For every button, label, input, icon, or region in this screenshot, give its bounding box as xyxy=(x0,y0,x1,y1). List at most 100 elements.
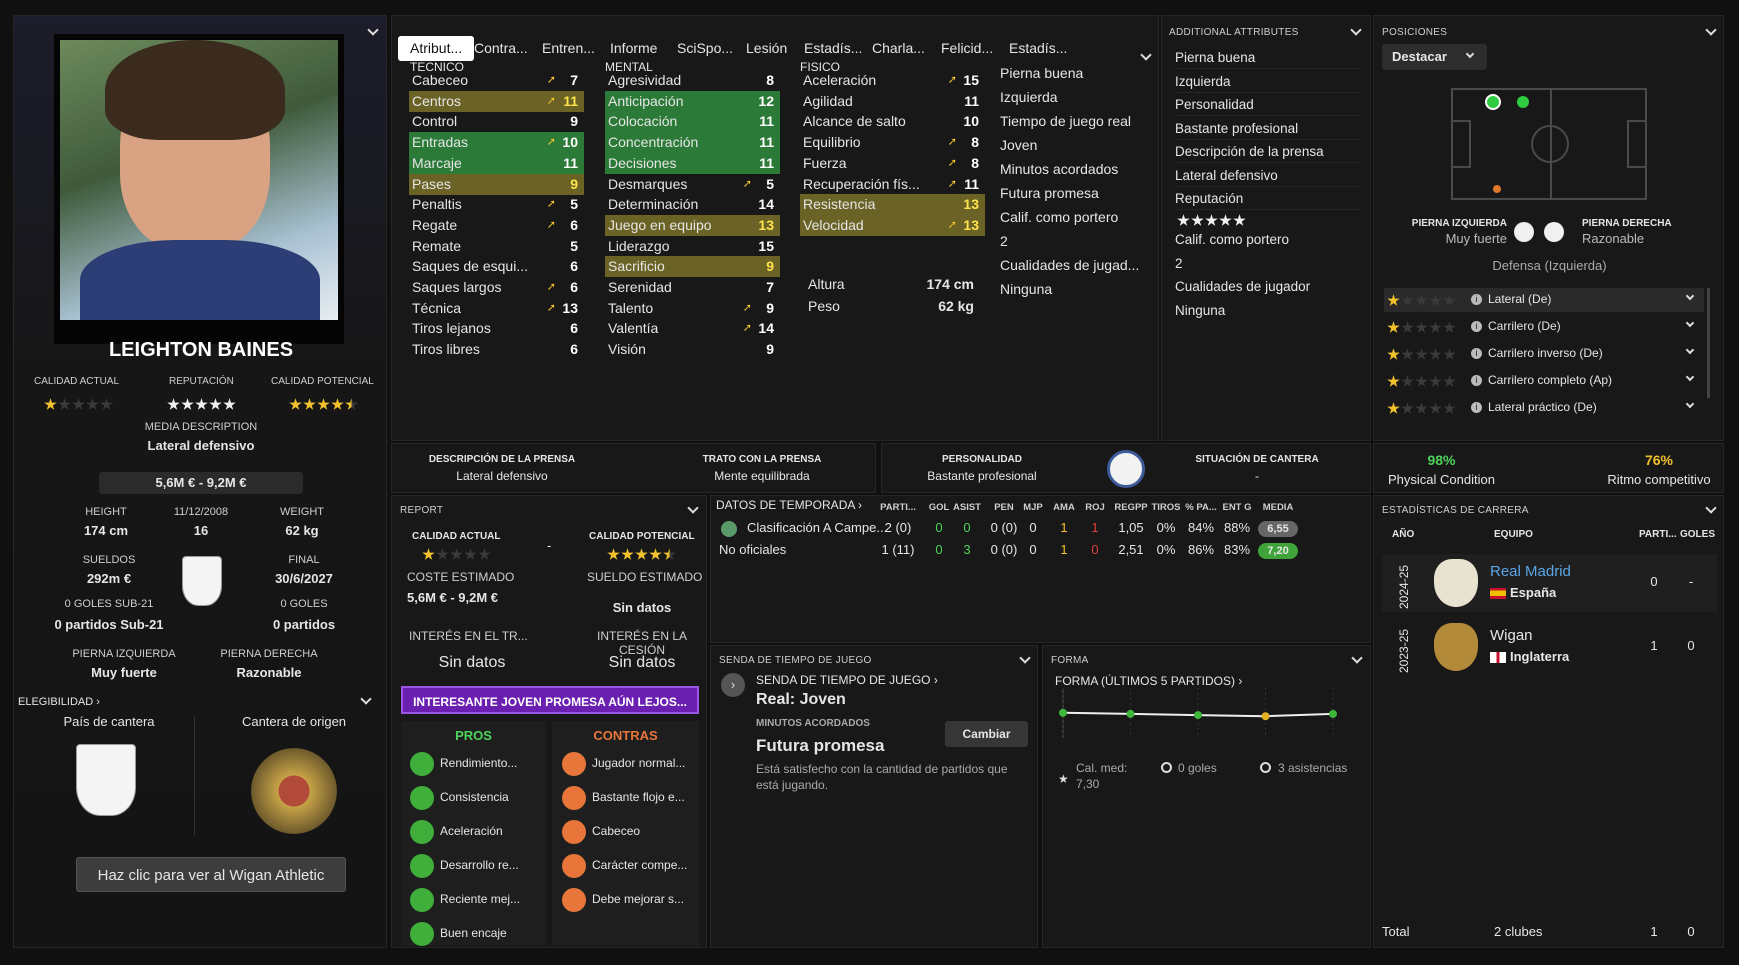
tab-7[interactable]: Charla... xyxy=(872,40,925,56)
attribute-row: Tiros lejanos 6 xyxy=(409,318,584,339)
season-cell: 3 xyxy=(963,542,971,557)
attribute-name: Velocidad xyxy=(803,216,864,233)
pro-item: Rendimiento... xyxy=(440,756,518,770)
chevron-down-icon[interactable] xyxy=(687,502,699,514)
tab-2[interactable]: Entren... xyxy=(542,40,595,56)
assist-icon xyxy=(1260,762,1271,773)
media-desc: Lateral defensivo xyxy=(147,438,255,453)
cambiar-button[interactable]: Cambiar xyxy=(945,721,1028,747)
ca-stars xyxy=(44,396,114,411)
tab-9[interactable]: Estadís... xyxy=(1009,40,1068,56)
tab-8[interactable]: Felicid... xyxy=(941,40,994,56)
chevron-down-icon[interactable] xyxy=(367,24,379,36)
position-dot[interactable] xyxy=(1517,96,1529,108)
chevron-down-icon[interactable] xyxy=(1685,372,1695,382)
side-info-item: 2 xyxy=(1000,233,1008,249)
chevron-down-icon[interactable] xyxy=(1685,345,1695,355)
info-icon[interactable]: i xyxy=(1471,321,1482,332)
info-icon[interactable]: i xyxy=(1471,294,1482,305)
chevron-down-icon[interactable] xyxy=(1685,291,1695,301)
tab-4[interactable]: SciSpo... xyxy=(677,40,734,56)
pros-title: PROS xyxy=(455,728,492,743)
attribute-name: Sacrificio xyxy=(608,258,665,275)
press-trato-label: TRATO CON LA PRENSA xyxy=(702,454,822,465)
season-competition: Clasificación A Campe... xyxy=(747,520,888,535)
career-goals: - xyxy=(1688,574,1694,589)
career-team[interactable]: Real Madrid xyxy=(1490,563,1571,580)
side-info-item: Joven xyxy=(1000,137,1038,153)
contract-end-value: 30/6/2027 xyxy=(275,571,333,586)
info-icon[interactable]: i xyxy=(1471,402,1482,413)
chevron-down-icon[interactable] xyxy=(1351,652,1363,664)
role-row[interactable]: i Carrilero inverso (De) xyxy=(1384,342,1704,366)
role-row[interactable]: i Carrilero (De) xyxy=(1384,315,1704,339)
tab-0[interactable]: Atribut... xyxy=(398,36,475,61)
altura-value: 174 cm xyxy=(926,276,974,292)
chevron-down-icon[interactable] xyxy=(1705,502,1717,514)
club-crest[interactable] xyxy=(1434,559,1478,607)
role-row[interactable]: i Lateral práctico (De) xyxy=(1384,396,1704,420)
additional-item: Calif. como portero xyxy=(1175,232,1290,247)
tab-5[interactable]: Lesión xyxy=(746,40,788,56)
form-point[interactable] xyxy=(1059,708,1067,717)
info-icon[interactable]: i xyxy=(1471,348,1482,359)
chevron-down-icon[interactable] xyxy=(1019,652,1031,664)
forma-link[interactable]: FORMA (ÚLTIMOS 5 PARTIDOS) › xyxy=(1055,674,1243,688)
career-row[interactable]: 2024-25 Real Madrid España 0 - xyxy=(1382,554,1717,612)
attribute-name: Cabeceo xyxy=(412,72,469,88)
additional-item: Reputación xyxy=(1175,191,1360,210)
scrollbar[interactable] xyxy=(1707,288,1710,398)
england-crest-large[interactable] xyxy=(76,744,136,816)
wigan-crest[interactable] xyxy=(251,748,337,834)
season-cell: 83% xyxy=(1223,542,1251,557)
chevron-down-icon[interactable] xyxy=(1140,49,1152,61)
u21-goals: 0 GOLES SUB-21 xyxy=(64,598,154,610)
arrow-right-icon[interactable]: › xyxy=(721,673,745,697)
trend-up-icon: ➚ xyxy=(947,218,957,231)
position-dot-weak[interactable] xyxy=(1493,185,1501,193)
senda-min-label: MINUTOS ACORDADOS xyxy=(756,718,870,729)
trend-up-icon: ➚ xyxy=(742,322,752,335)
physical-label: Physical Condition xyxy=(1388,472,1495,487)
highlight-dropdown[interactable]: Destacar xyxy=(1382,44,1487,70)
chevron-down-icon[interactable] xyxy=(1685,399,1695,409)
season-col-header: PEN xyxy=(994,502,1014,513)
promise-banner[interactable]: INTERESANTE JOVEN PROMESA AÚN LEJOS... xyxy=(401,686,699,714)
role-row[interactable]: i Lateral (De) xyxy=(1384,288,1704,312)
trend-up-icon: ➚ xyxy=(947,156,957,169)
report-panel: REPORT CALIDAD ACTUAL - CALIDAD POTENCIA… xyxy=(391,495,707,948)
role-row[interactable]: i Carrilero completo (Ap) xyxy=(1384,369,1704,393)
attribute-row: Penaltis ➚ 5 xyxy=(409,194,584,215)
tab-3[interactable]: Informe xyxy=(610,40,658,56)
attribute-value: 10 xyxy=(562,134,578,151)
chevron-down-icon[interactable] xyxy=(1685,318,1695,328)
tab-1[interactable]: Contra... xyxy=(474,40,528,56)
eligibility-link[interactable]: ELEGIBILIDAD › xyxy=(18,696,100,708)
career-row[interactable]: 2023-25 Wigan Inglaterra 1 0 xyxy=(1382,618,1717,676)
total-label: Total xyxy=(1382,924,1410,939)
form-point[interactable] xyxy=(1194,711,1202,720)
career-title: ESTADÍSTICAS DE CARRERA xyxy=(1382,505,1529,516)
forma-title: FORMA xyxy=(1051,655,1089,666)
club-crest[interactable] xyxy=(1434,623,1478,671)
trend-up-icon: ➚ xyxy=(546,218,556,231)
info-icon[interactable]: i xyxy=(1471,375,1482,386)
chevron-down-icon[interactable] xyxy=(360,693,372,705)
career-team[interactable]: Wigan xyxy=(1490,627,1533,644)
position-dot-primary[interactable] xyxy=(1485,94,1501,110)
form-point[interactable] xyxy=(1261,712,1270,721)
attribute-name: Juego en equipo xyxy=(608,216,712,233)
attribute-value: 15 xyxy=(758,237,774,254)
senda-link[interactable]: SENDA DE TIEMPO DE JUEGO › xyxy=(756,673,938,687)
tab-6[interactable]: Estadís... xyxy=(804,40,863,56)
press-trato: Mente equilibrada xyxy=(714,469,810,483)
avg-value: 7,30 xyxy=(1076,777,1100,791)
role-name: Carrilero (De) xyxy=(1488,319,1561,333)
form-point[interactable] xyxy=(1329,709,1337,718)
attribute-name: Tiros libres xyxy=(412,341,480,358)
form-point[interactable] xyxy=(1126,709,1135,718)
season-title[interactable]: DATOS DE TEMPORADA › xyxy=(716,498,863,512)
chevron-down-icon[interactable] xyxy=(1705,24,1717,36)
chevron-down-icon[interactable] xyxy=(1350,24,1362,36)
trend-up-icon: ➚ xyxy=(546,74,556,86)
